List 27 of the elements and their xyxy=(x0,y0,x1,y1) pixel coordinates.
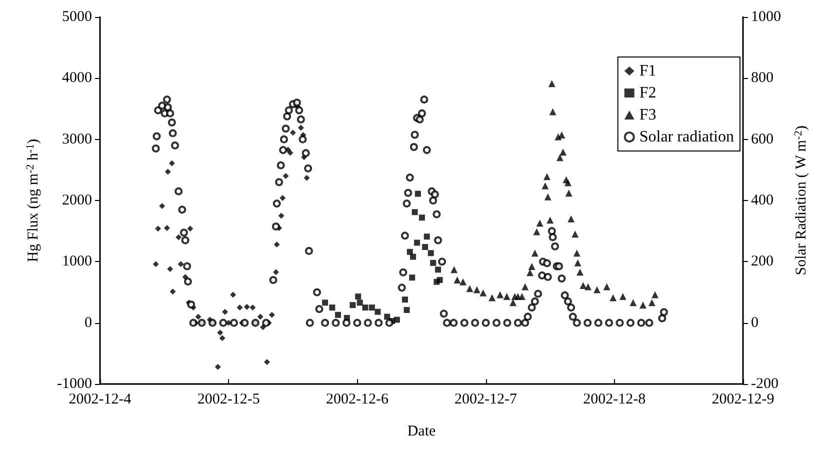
y2-tick-label: 800 xyxy=(751,70,774,86)
x-tick-label: 2002-12-5 xyxy=(197,392,260,408)
legend-label: F1 xyxy=(639,62,656,80)
x-axis-title: Date xyxy=(407,424,436,440)
legend-label: F2 xyxy=(639,84,656,102)
y-tick-label: 3000 xyxy=(62,131,92,148)
x-tick-label: 2002-12-7 xyxy=(454,392,518,408)
x-tick-label: 2002-12-4 xyxy=(68,392,132,408)
legend-label: Solar radiation xyxy=(639,128,734,146)
x-tick-label: 2002-12-8 xyxy=(583,392,646,408)
x-tick-label: 2002-12-9 xyxy=(712,392,774,408)
legend-label: F3 xyxy=(639,106,656,124)
y-tick-label: 5000 xyxy=(62,9,92,25)
y2-axis-title: Solar Radiation ( W m-2) xyxy=(792,126,810,276)
y2-tick-label: 200 xyxy=(751,254,774,270)
y-tick-label: 4000 xyxy=(62,70,92,86)
y2-tick-label: 400 xyxy=(751,192,774,208)
y-tick-label: -1000 xyxy=(57,376,92,392)
y2-tick-label: 1000 xyxy=(751,9,781,25)
y2-tick-label: 0 xyxy=(751,314,758,331)
y-tick-label: 1000 xyxy=(62,254,92,270)
y2-tick-label: 600 xyxy=(751,131,774,148)
y-axis-title: Hg Flux (ng m-2 h-1) xyxy=(24,138,42,262)
x-tick-label: 2002-12-6 xyxy=(326,392,389,408)
y2-tick-label: -200 xyxy=(751,376,778,392)
y-tick-label: 2000 xyxy=(62,192,92,208)
y-tick-label: 0 xyxy=(84,314,92,331)
